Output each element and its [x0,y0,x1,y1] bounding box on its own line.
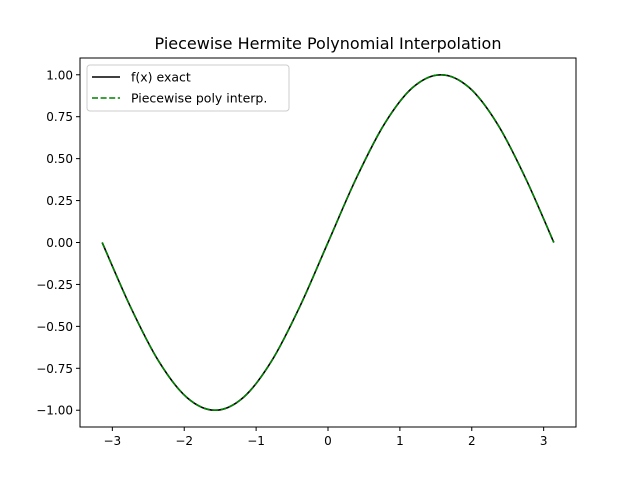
x-tick-label: 3 [540,434,548,448]
x-tick-label: −2 [175,434,193,448]
y-tick-label: −0.25 [36,278,73,292]
y-tick-label: 0.00 [46,236,73,250]
legend-label-1: Piecewise poly interp. [131,91,267,106]
legend-label-0: f(x) exact [131,70,191,85]
y-tick-label: 1.00 [46,68,73,82]
x-tick-label: −3 [103,434,121,448]
plot-frame [79,57,577,428]
chart-title: Piecewise Hermite Polynomial Interpolati… [155,34,502,53]
legend: f(x) exact Piecewise poly interp. [86,64,290,112]
y-tick-label: 0.50 [46,152,73,166]
y-tick-label: 0.25 [46,194,73,208]
x-tick-label: 2 [468,434,476,448]
y-tick-label: −0.50 [36,320,73,334]
y-tick-label: −0.75 [36,362,73,376]
x-tick-label: 1 [396,434,404,448]
legend-box [86,64,290,112]
x-tick-label: 0 [324,434,332,448]
series-line-1 [101,73,555,412]
y-tick-label: −1.00 [36,404,73,418]
y-tick-label: 0.75 [46,110,73,124]
series-lines [101,73,555,412]
y-axis-ticks: −1.00 −0.75 −0.50 −0.25 0.00 0.25 0.50 0.75 1.00 [36,68,80,418]
x-axis-ticks: −3 −2 −1 0 1 2 3 [103,427,547,448]
x-tick-label: −1 [247,434,265,448]
